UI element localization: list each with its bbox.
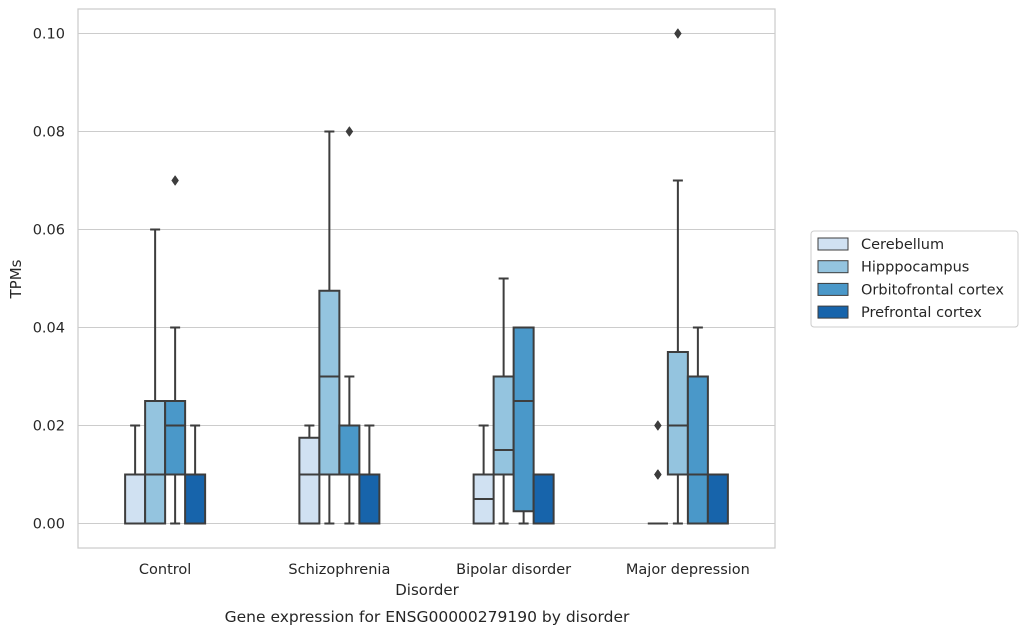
- box: [184, 473, 207, 525]
- box: [358, 473, 381, 525]
- box: [338, 424, 361, 476]
- outlier-point: [674, 28, 682, 39]
- outlier-point: [171, 175, 179, 186]
- legend-swatch: [817, 260, 849, 274]
- legend-label: Cerebellum: [861, 237, 944, 253]
- outlier-point: [345, 126, 354, 137]
- y-tick-label: 0.02: [33, 419, 65, 435]
- y-axis-label: TPMs: [7, 259, 25, 299]
- legend-label: Hipppocampus: [861, 260, 969, 276]
- box-group: [686, 326, 709, 525]
- y-tick-label: 0.10: [33, 27, 65, 43]
- box-group: [706, 473, 729, 525]
- legend-swatch: [817, 237, 849, 251]
- y-tick-label: 0.06: [33, 223, 65, 239]
- box-group: [492, 277, 515, 525]
- box-group: [124, 424, 147, 525]
- y-tick-label: 0.04: [33, 321, 65, 337]
- legend-frame: [810, 230, 1019, 328]
- plot-frame: [77, 8, 776, 549]
- box: [492, 375, 515, 476]
- x-tick-label: Major depression: [626, 562, 750, 578]
- box-group: [666, 28, 689, 525]
- box-group: [144, 228, 167, 525]
- box: [318, 289, 341, 476]
- legend: Cerebellum Hipppocampus Orbitofrontal cort…: [810, 230, 1019, 328]
- x-tick-label: Schizophrenia: [288, 562, 390, 578]
- box-group: [298, 424, 321, 525]
- y-tick-label: 0.08: [33, 125, 65, 141]
- outlier-point: [654, 420, 662, 431]
- box: [298, 436, 321, 525]
- box: [686, 375, 709, 525]
- outlier-point: [654, 469, 662, 480]
- legend-swatch: [817, 305, 849, 319]
- box-group: [532, 473, 555, 525]
- x-tick-label: Control: [139, 562, 191, 578]
- box: [124, 473, 147, 525]
- box-group: [472, 424, 495, 525]
- box-group: [647, 420, 668, 525]
- box-group: [318, 130, 341, 525]
- box-group: [184, 424, 207, 525]
- x-tick-label: Bipolar disorder: [456, 562, 571, 578]
- box-group: [338, 126, 361, 525]
- box-group: [358, 424, 381, 525]
- box: [512, 326, 535, 513]
- box-group: [512, 326, 535, 525]
- box-group: [164, 175, 187, 525]
- y-tick-label: 0.00: [33, 517, 65, 533]
- box: [706, 473, 729, 525]
- box: [164, 400, 187, 476]
- chart-caption: Gene expression for ENSG00000279190 by d…: [225, 608, 630, 626]
- legend-label: Orbitofrontal cortex: [861, 282, 1004, 298]
- y-axis-ticks: 0.00 0.02 0.04 0.06 0.08 0.10: [33, 27, 65, 533]
- box: [532, 473, 555, 525]
- x-axis-ticks: Control Schizophrenia Bipolar disorder Majo…: [139, 562, 750, 578]
- boxes: [124, 28, 729, 525]
- box: [144, 400, 167, 525]
- box: [666, 351, 689, 476]
- legend-swatch: [817, 282, 849, 296]
- x-axis-label: Disorder: [395, 581, 459, 599]
- legend-label: Prefrontal cortex: [861, 305, 982, 321]
